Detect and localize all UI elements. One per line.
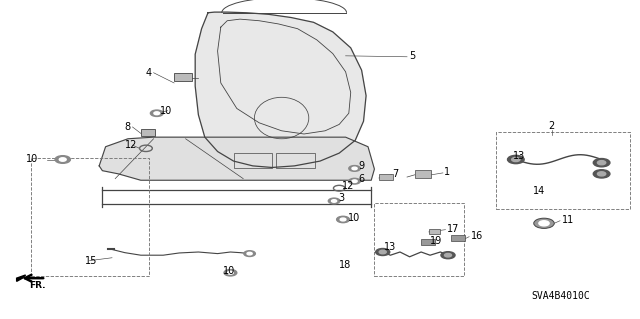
Bar: [234, 153, 272, 168]
Polygon shape: [195, 12, 366, 167]
Bar: [379, 174, 393, 180]
Text: 9: 9: [358, 161, 365, 171]
Circle shape: [337, 216, 349, 223]
Text: 14: 14: [532, 186, 545, 197]
Circle shape: [332, 200, 337, 202]
Circle shape: [598, 172, 605, 176]
Text: 13: 13: [513, 151, 525, 161]
Text: 10: 10: [26, 154, 38, 165]
Bar: [31, 158, 149, 276]
Circle shape: [441, 252, 455, 259]
Circle shape: [445, 254, 452, 257]
Circle shape: [349, 178, 360, 184]
Bar: [141, 129, 155, 136]
Text: 10: 10: [223, 266, 236, 276]
Text: 2: 2: [548, 121, 555, 131]
Text: 16: 16: [471, 231, 483, 241]
Text: 17: 17: [447, 224, 459, 234]
FancyArrowPatch shape: [25, 275, 44, 281]
Text: 6: 6: [358, 174, 365, 184]
Text: 1: 1: [444, 167, 451, 177]
Text: 12: 12: [342, 181, 355, 191]
Circle shape: [352, 180, 357, 182]
Circle shape: [512, 158, 520, 161]
Circle shape: [534, 218, 554, 228]
Circle shape: [352, 167, 357, 170]
Circle shape: [349, 166, 360, 171]
Text: 3: 3: [338, 193, 344, 204]
Bar: [415, 170, 431, 178]
Text: 18: 18: [339, 260, 351, 271]
Polygon shape: [17, 275, 26, 281]
Circle shape: [508, 155, 524, 164]
Polygon shape: [99, 137, 374, 180]
Bar: [276, 153, 315, 168]
Bar: [429, 229, 440, 234]
Text: 12: 12: [125, 140, 137, 150]
Circle shape: [224, 270, 237, 276]
Circle shape: [150, 110, 163, 116]
Circle shape: [379, 250, 386, 254]
Circle shape: [598, 161, 605, 165]
Circle shape: [154, 112, 160, 115]
Bar: [374, 203, 464, 276]
Text: 7: 7: [392, 169, 399, 179]
Circle shape: [228, 271, 233, 274]
Text: 10: 10: [348, 212, 360, 223]
Text: SVA4B4010C: SVA4B4010C: [531, 291, 590, 301]
Circle shape: [539, 221, 549, 226]
Circle shape: [328, 198, 340, 204]
Bar: [496, 132, 630, 209]
Bar: [451, 235, 465, 241]
Text: 15: 15: [85, 256, 97, 266]
Text: 10: 10: [160, 106, 172, 116]
Circle shape: [340, 218, 346, 221]
Text: FR.: FR.: [29, 281, 45, 290]
Circle shape: [60, 158, 66, 161]
Circle shape: [55, 156, 70, 163]
Text: 8: 8: [125, 122, 131, 132]
Text: 5: 5: [410, 51, 416, 61]
Bar: [421, 239, 435, 245]
Bar: [174, 73, 192, 81]
Text: 11: 11: [562, 215, 574, 225]
Circle shape: [247, 252, 252, 255]
Text: 19: 19: [430, 236, 442, 246]
Text: 4: 4: [146, 68, 152, 78]
Text: 13: 13: [384, 242, 396, 252]
Circle shape: [593, 170, 610, 178]
Circle shape: [593, 159, 610, 167]
Circle shape: [244, 251, 255, 256]
Circle shape: [376, 249, 390, 256]
